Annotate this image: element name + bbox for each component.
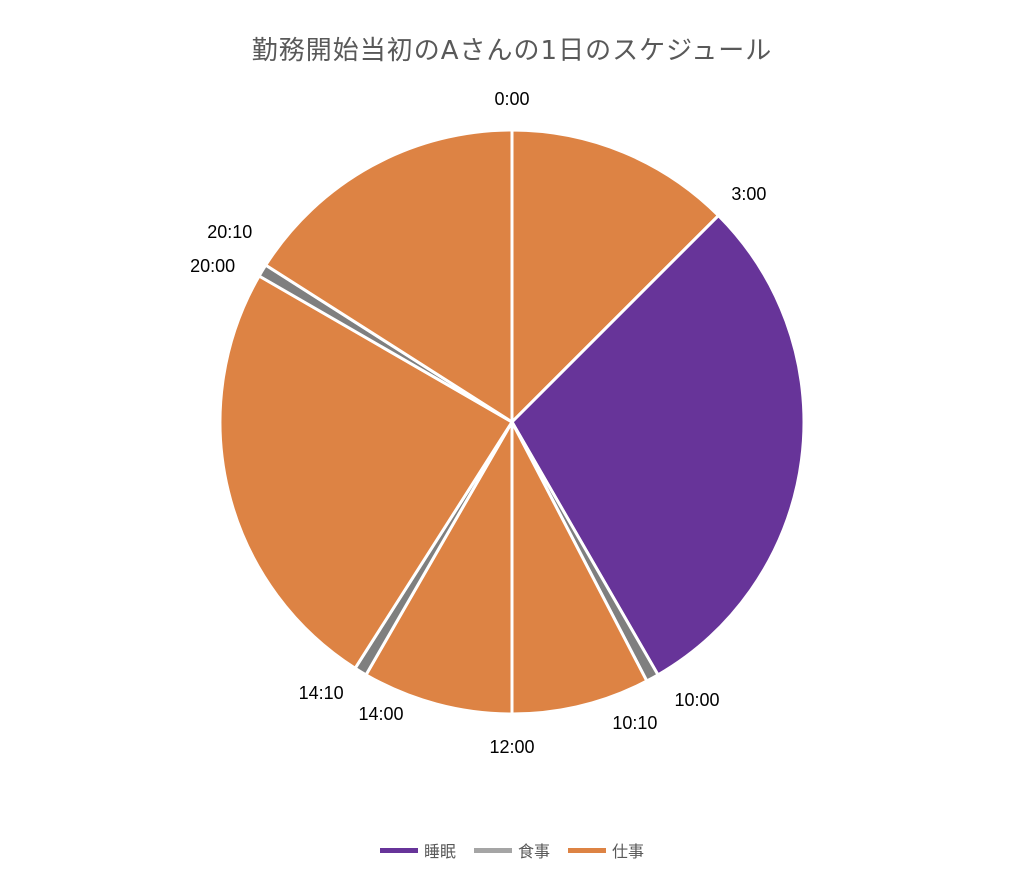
legend-swatch [379,847,418,853]
slice-label-10-10: 10:10 [612,713,657,733]
pie-slice-3 [510,420,649,716]
pie-labels: 0:00 3:00 10:00 10:10 12:00 14:00 14:10 20:00 20… [190,89,766,757]
pie-slice-1 [510,214,806,677]
legend-label: 睡眠 [423,842,456,861]
pie-slice-8 [264,128,514,424]
pie-slice-4 [364,420,514,716]
pie-slice-0 [510,128,720,424]
pie-slice-6 [218,274,514,670]
legend-item: 食事 [473,838,550,862]
slice-label-20-00: 20:00 [190,256,235,276]
slice-label-12-00: 12:00 [489,737,534,757]
pie-slices [218,128,806,716]
slice-label-14-10: 14:10 [299,683,344,703]
legend-label: 食事 [517,842,550,861]
slice-label-0-00: 0:00 [494,89,529,109]
legend-label: 仕事 [612,842,645,861]
legend-swatch [568,847,606,853]
slice-label-20-10: 20:10 [207,222,252,242]
slice-label-14-00: 14:00 [358,704,403,724]
legend-swatch [473,847,512,853]
legend-item: 睡眠 [379,838,456,862]
slice-label-3-00: 3:00 [731,184,766,204]
chart-title: 勤務開始当初のAさんの1日のスケジュール [251,36,773,66]
slice-label-10-00: 10:00 [674,690,719,710]
legend: 睡眠 食事 仕事 [0,838,1024,862]
legend-item: 仕事 [568,838,644,862]
